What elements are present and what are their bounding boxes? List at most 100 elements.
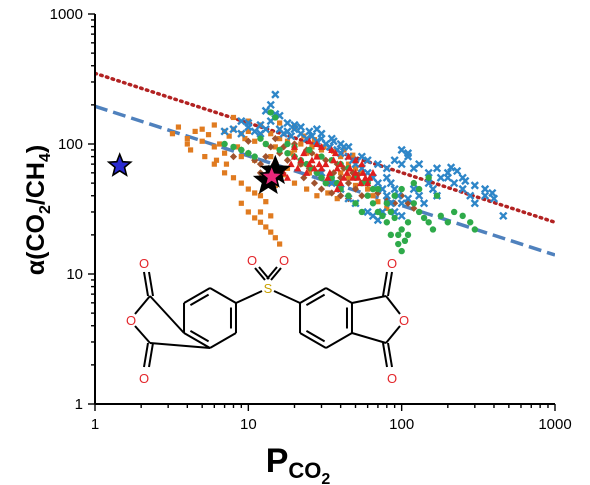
data-point-square [226, 133, 232, 139]
data-point-cross [386, 178, 395, 188]
data-point-diamond [300, 174, 308, 182]
ring-bond [325, 287, 353, 304]
y-tick-label: 1000 [50, 6, 83, 23]
data-point-triangle [346, 164, 354, 172]
data-point-diamond [340, 164, 348, 172]
data-point-square [238, 180, 244, 186]
data-point-circle [387, 208, 395, 216]
data-point-square [375, 199, 381, 205]
data-point-circle [374, 208, 382, 216]
data-point-square [252, 138, 258, 144]
data-point-circle [345, 192, 352, 199]
data-point-square [318, 147, 325, 153]
data-point-triangle [337, 179, 345, 187]
star-markers [106, 152, 291, 194]
data-point-circle [318, 153, 325, 160]
data-point-circle [262, 140, 270, 148]
data-point-square [252, 215, 258, 221]
y-tick-label: 1 [75, 396, 83, 413]
data-point-cross [403, 149, 413, 158]
data-point-triangle [331, 149, 340, 157]
data-point-cross [244, 118, 253, 128]
x-tick-label: 100 [389, 416, 414, 433]
data-point-circle [272, 114, 279, 121]
data-point-cross [436, 173, 445, 182]
y-tick-label: 10 [66, 266, 83, 283]
anhydride-bond [385, 325, 401, 344]
data-point-triangle [300, 149, 308, 157]
data-point-cross [327, 134, 336, 143]
carbonyl-bond [143, 271, 149, 297]
carbonyl-oxygen: O [139, 256, 149, 271]
data-point-circle [352, 200, 359, 207]
axes [88, 13, 556, 411]
data-point-square [291, 124, 298, 130]
data-point-cross [466, 191, 475, 200]
sulfone-oxygen-bond [266, 266, 278, 280]
data-point-square [306, 170, 312, 176]
data-point-square [304, 186, 310, 192]
data-point-triangle [358, 160, 366, 168]
carbonyl-bond [148, 342, 154, 368]
data-point-circle [404, 219, 412, 226]
carbonyl-bond [143, 342, 149, 368]
data-point-square [187, 147, 194, 153]
data-point-cross [424, 168, 433, 177]
ring-bond [183, 287, 211, 304]
data-point-square [242, 136, 248, 142]
sulfone-oxygen-bond [258, 266, 270, 280]
data-point-triangle [303, 169, 311, 176]
data-point-triangle [351, 169, 360, 176]
data-point-cross [443, 173, 452, 182]
data-point-square [288, 150, 294, 156]
data-point-square [345, 161, 352, 167]
data-point-circle [410, 179, 418, 187]
data-point-diamond [271, 135, 279, 143]
data-point-triangle [340, 173, 348, 181]
data-point-cross [397, 199, 406, 208]
data-point-circle [395, 231, 402, 239]
ring-double-bond [305, 330, 326, 343]
anhydride-bond [134, 325, 151, 344]
data-point-circle [429, 226, 437, 233]
data-point-cross [414, 191, 424, 200]
data-point-cross [480, 191, 490, 200]
ring-bond [299, 332, 327, 349]
data-point-square [365, 186, 371, 192]
carbonyl-bond [382, 271, 388, 297]
data-point-circle [398, 185, 405, 193]
data-point-cross [446, 163, 456, 172]
data-point-circle [221, 140, 228, 148]
data-point-cross [470, 199, 479, 208]
data-point-triangle [354, 173, 362, 181]
data-point-square [230, 175, 237, 181]
data-point-cross [390, 156, 399, 165]
x-tick-label: 1 [91, 416, 99, 433]
data-point-cross [250, 127, 259, 136]
data-point-cross [344, 142, 353, 152]
data-point-circle [245, 149, 252, 157]
ring-bond [209, 332, 237, 349]
data-point-cross [461, 176, 470, 186]
data-point-square [268, 213, 274, 219]
data-point-circle [374, 185, 382, 193]
data-point-square [175, 124, 182, 130]
data-point-circle [420, 214, 428, 222]
data-point-circle [318, 174, 325, 181]
data-point-circle [251, 153, 258, 160]
data-point-triangle [317, 143, 326, 150]
ring-bond [183, 332, 211, 349]
data-point-cross [470, 181, 479, 190]
data-point-circle [284, 140, 291, 148]
data-point-cross [499, 211, 508, 221]
data-point-square [314, 193, 320, 199]
anhydride-bond [351, 332, 387, 344]
y-tick-label: 100 [58, 136, 83, 153]
data-point-square [169, 131, 176, 137]
carbonyl-oxygen: O [139, 371, 149, 386]
sulfone-bond [235, 290, 263, 304]
data-point-circle [383, 200, 391, 207]
data-point-square [334, 196, 340, 202]
data-point-square [245, 118, 251, 124]
data-point-square [238, 153, 244, 160]
